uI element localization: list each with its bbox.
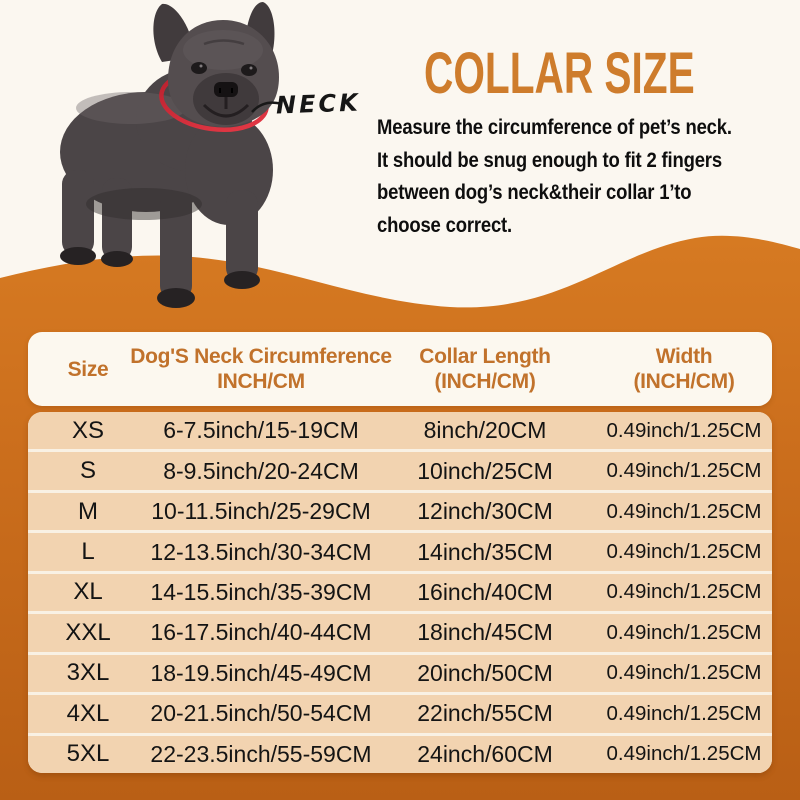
- table-row: 4XL 20-21.5inch/50-54CM 22inch/55CM 0.49…: [28, 695, 772, 733]
- table-row: XL 14-15.5inch/35-39CM 16inch/40CM 0.49i…: [28, 573, 772, 612]
- neck-value: 12-13.5inch/30-34CM: [150, 538, 372, 565]
- size-value: S: [79, 457, 96, 485]
- dog-paws: [60, 247, 260, 308]
- width-value: 0.49inch/1.25CM: [606, 580, 762, 604]
- size-table-body: XS 6-7.5inch/15-19CM 8inch/20CM 0.49inch…: [28, 412, 772, 773]
- size-value: XXL: [65, 618, 111, 646]
- table-row: L 12-13.5inch/30-34CM 14inch/35CM 0.49in…: [28, 533, 772, 571]
- width-value: 0.49inch/1.25CM: [606, 661, 762, 685]
- neck-value: 18-19.5inch/45-49CM: [150, 659, 372, 686]
- dog-eye: [191, 62, 207, 74]
- width-value: 0.49inch/1.25CM: [606, 418, 762, 442]
- neck-value: 14-15.5inch/35-39CM: [150, 578, 372, 605]
- width-value: 0.49inch/1.25CM: [606, 701, 762, 725]
- neck-pointer-line: [251, 101, 283, 113]
- neck-value: 16-17.5inch/40-44CM: [150, 619, 372, 646]
- dog-eye: [241, 64, 257, 76]
- length-value: 20inch/50CM: [417, 659, 553, 686]
- neck-label: NECK: [275, 88, 362, 120]
- instruction-line: choose correct.: [377, 213, 512, 237]
- width-value: 0.49inch/1.25CM: [606, 540, 762, 564]
- length-value: 14inch/35CM: [417, 538, 553, 565]
- table-row: 3XL 18-19.5inch/45-49CM 20inch/50CM 0.49…: [28, 654, 772, 693]
- neck-value: 10-11.5inch/25-29CM: [151, 498, 371, 525]
- measure-instructions: Measure the circumference of pet’s neck.…: [377, 112, 732, 242]
- size-value: 3XL: [66, 659, 110, 687]
- length-value: 22inch/55CM: [417, 700, 553, 727]
- width-value: 0.49inch/1.25CM: [606, 742, 762, 766]
- length-value: 12inch/30CM: [417, 498, 553, 525]
- table-row: S 8-9.5inch/20-24CM 10inch/25CM 0.49inch…: [28, 452, 772, 490]
- instruction-line: It should be snug enough to fit 2 finger…: [377, 148, 722, 172]
- neck-value: 20-21.5inch/50-54CM: [150, 700, 372, 727]
- table-row: XS 6-7.5inch/15-19CM 8inch/20CM 0.49inch…: [28, 412, 772, 450]
- size-value: M: [78, 497, 98, 525]
- column-header-size: Size: [67, 357, 109, 381]
- size-table-header: Size Dog'S Neck Circumference INCH/CM Co…: [28, 332, 772, 406]
- dog-head: [153, 2, 279, 127]
- dog-photo: [60, 2, 283, 308]
- length-value: 8inch/20CM: [423, 417, 547, 444]
- neck-value: 22-23.5inch/55-59CM: [150, 740, 372, 767]
- size-value: 5XL: [66, 740, 110, 768]
- size-value: L: [81, 538, 95, 566]
- page-title: COLLAR SIZE: [424, 41, 695, 106]
- length-value: 16inch/40CM: [417, 578, 553, 605]
- neck-value: 8-9.5inch/20-24CM: [163, 457, 359, 484]
- length-value: 10inch/25CM: [417, 457, 553, 484]
- column-header-neck-circumference: Dog'S Neck Circumference INCH/CM: [130, 345, 392, 393]
- column-header-width: Width (INCH/CM): [633, 345, 735, 393]
- dog-nose: [214, 82, 238, 97]
- width-value: 0.49inch/1.25CM: [606, 620, 762, 644]
- width-value: 0.49inch/1.25CM: [606, 459, 762, 483]
- size-value: XS: [71, 416, 104, 444]
- instruction-line: between dog’s neck&their collar 1’to: [377, 181, 692, 204]
- size-value: XL: [73, 578, 103, 606]
- table-row: M 10-11.5inch/25-29CM 12inch/30CM 0.49in…: [28, 492, 772, 531]
- length-value: 24inch/60CM: [417, 740, 553, 767]
- table-row: 5XL 22-23.5inch/55-59CM 24inch/60CM 0.49…: [28, 735, 772, 773]
- size-value: 4XL: [66, 699, 110, 727]
- instruction-line: Measure the circumference of pet’s neck.: [377, 116, 732, 139]
- neck-value: 6-7.5inch/15-19CM: [163, 417, 359, 444]
- table-row: XXL 16-17.5inch/40-44CM 18inch/45CM 0.49…: [28, 614, 772, 652]
- column-header-collar-length: Collar Length (INCH/CM): [419, 345, 551, 393]
- width-value: 0.49inch/1.25CM: [606, 499, 762, 523]
- length-value: 18inch/45CM: [417, 619, 553, 646]
